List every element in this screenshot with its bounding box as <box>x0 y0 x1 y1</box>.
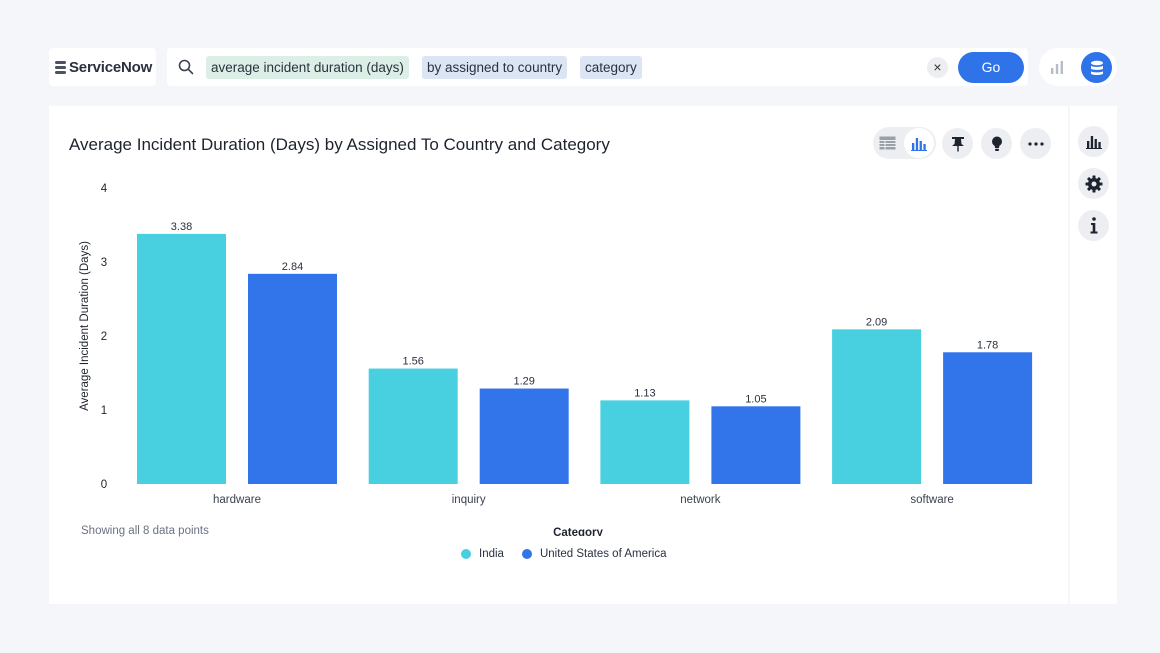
y-tick-label: 3 <box>101 257 107 269</box>
bar-hardware-india[interactable] <box>137 233 226 484</box>
x-tick-label: inquiry <box>452 494 486 506</box>
search-token-measure[interactable]: average incident duration (days) <box>206 56 409 79</box>
logo-icon <box>55 60 66 74</box>
bar-chart: 0 1 2 3 4 3.38 2.84 1.56 1.29 1.13 1.05 2.09 1.78 h… <box>79 183 1033 536</box>
clear-search-button[interactable]: × <box>927 57 948 78</box>
bar-value-label: 3.38 <box>171 221 192 233</box>
chart-view-button[interactable] <box>904 128 934 158</box>
search-bar[interactable]: average incident duration (days) by assi… <box>167 48 1028 86</box>
more-icon <box>1027 141 1044 146</box>
y-tick-label: 2 <box>101 331 107 343</box>
x-tick-label: network <box>680 494 721 506</box>
mode-toggle <box>1039 48 1117 86</box>
bar-software-india[interactable] <box>832 329 922 484</box>
bar-network-usa[interactable] <box>711 406 801 484</box>
bar-value-label: 1.78 <box>977 339 998 351</box>
go-button[interactable]: Go <box>958 52 1024 83</box>
bar-value-label: 1.05 <box>745 393 766 405</box>
bar-value-label: 1.13 <box>634 387 655 399</box>
close-icon: × <box>933 59 942 75</box>
search-icon <box>178 59 194 75</box>
legend-swatch-india <box>461 549 471 559</box>
bar-hardware-usa[interactable] <box>248 273 337 484</box>
more-options-button[interactable] <box>1020 128 1051 159</box>
y-tick-label: 4 <box>101 183 108 195</box>
bar-value-label: 2.84 <box>282 261 303 273</box>
data-points-note: Showing all 8 data points <box>81 525 209 537</box>
legend-item-usa[interactable]: United States of America <box>521 548 667 560</box>
chart-legend: India United States of America <box>461 548 685 560</box>
servicenow-logo[interactable]: ServiceNow <box>49 48 156 86</box>
database-icon <box>1090 60 1103 75</box>
bar-value-label: 2.09 <box>866 316 887 328</box>
legend-item-india[interactable]: India <box>461 548 504 560</box>
chart-settings-button[interactable] <box>1078 126 1109 157</box>
bar-inquiry-usa[interactable] <box>479 388 569 484</box>
side-rail <box>1070 106 1117 604</box>
y-axis-label: Average Incident Duration (Days) <box>79 241 91 411</box>
bar-value-label: 1.56 <box>402 356 423 368</box>
table-icon[interactable] <box>879 136 896 150</box>
lightbulb-icon <box>991 136 1002 151</box>
info-icon <box>1090 217 1097 234</box>
x-axis-label: Category <box>553 527 603 536</box>
bar-software-usa[interactable] <box>943 352 1033 484</box>
pin-icon <box>951 136 964 151</box>
info-button[interactable] <box>1078 210 1109 241</box>
legend-label-usa: United States of America <box>539 548 667 560</box>
chart-card: Average Incident Duration (Days) by Assi… <box>49 106 1068 604</box>
bar-chart-icon[interactable] <box>1049 59 1065 75</box>
logo-text: ServiceNow <box>69 58 153 76</box>
bar-inquiry-india[interactable] <box>368 368 458 484</box>
search-token-category[interactable]: category <box>580 56 642 79</box>
bar-chart-icon <box>1085 136 1102 149</box>
settings-button[interactable] <box>1078 168 1109 199</box>
search-token-country[interactable]: by assigned to country <box>422 56 568 79</box>
bar-value-label: 1.29 <box>513 376 534 388</box>
legend-swatch-usa <box>521 549 532 559</box>
view-toggle <box>873 127 936 159</box>
bar-chart-icon <box>911 137 927 151</box>
x-tick-label: software <box>910 494 953 506</box>
legend-label-india: India <box>479 548 504 560</box>
insights-button[interactable] <box>981 128 1012 159</box>
y-tick-label: 1 <box>101 405 107 417</box>
pin-button[interactable] <box>942 128 973 159</box>
chart-title: Average Incident Duration (Days) by Assi… <box>69 135 610 154</box>
bar-network-india[interactable] <box>600 400 690 484</box>
data-source-button[interactable] <box>1081 52 1112 83</box>
gear-icon <box>1085 175 1102 192</box>
x-tick-label: hardware <box>213 494 261 506</box>
y-tick-label: 0 <box>101 479 107 491</box>
